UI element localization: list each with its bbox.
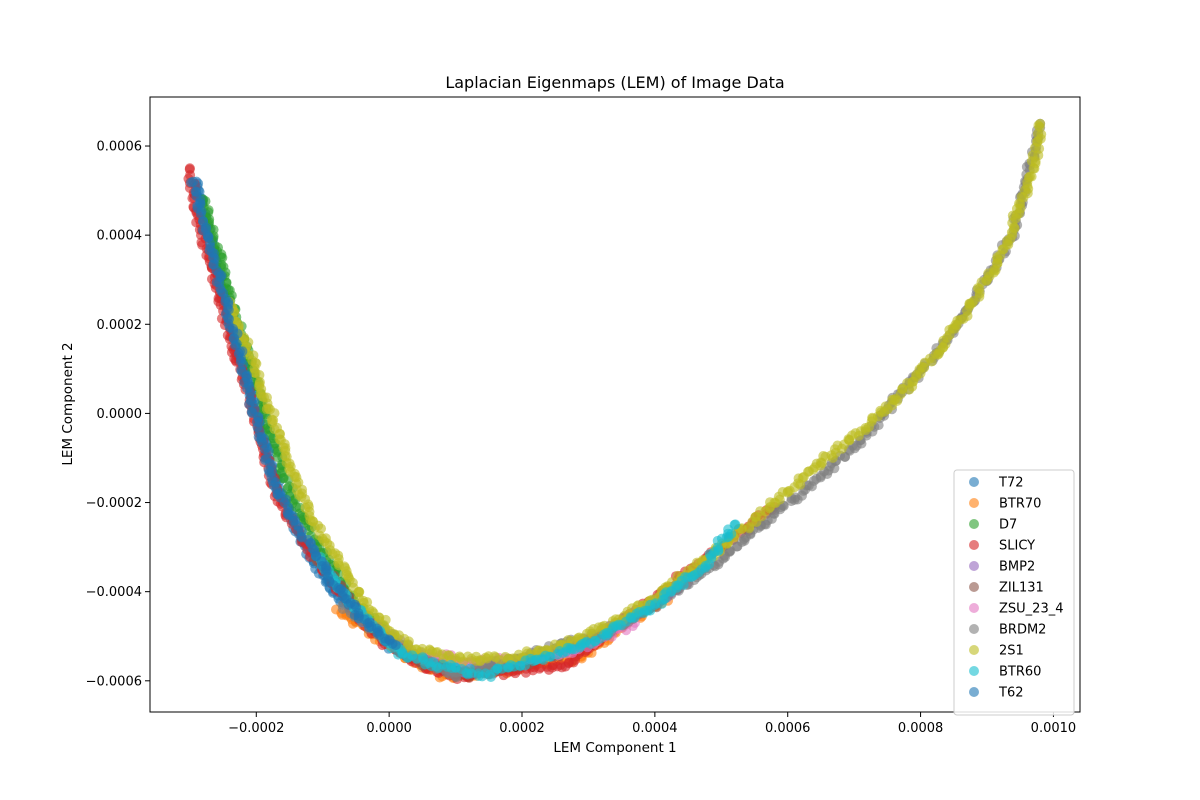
- legend-marker: [969, 477, 979, 487]
- legend-item: 2S1: [969, 644, 1024, 659]
- legend-item: T72: [969, 476, 1023, 491]
- legend-marker: [969, 687, 979, 697]
- legend-item: BRDM2: [969, 623, 1046, 638]
- data-point-t62: [249, 397, 260, 408]
- legend-label: 2S1: [999, 644, 1024, 659]
- series-btr60: [311, 519, 741, 682]
- legend-item: D7: [969, 518, 1017, 533]
- legend-marker: [969, 603, 979, 613]
- data-point-t62: [231, 338, 242, 349]
- x-tick-label: 0.0008: [898, 721, 944, 736]
- data-point-2s1: [1024, 171, 1035, 182]
- data-point-t62: [390, 640, 401, 651]
- legend-marker: [969, 666, 979, 676]
- legend-item: ZIL131: [969, 581, 1044, 596]
- legend-label: BMP2: [999, 560, 1035, 575]
- legend-item: BTR70: [969, 497, 1041, 512]
- x-tick-label: −0.0002: [228, 721, 284, 736]
- y-tick-label: −0.0006: [86, 674, 142, 689]
- y-axis-label: LEM Component 2: [60, 342, 76, 465]
- data-point-t62: [246, 406, 257, 417]
- legend-label: BTR70: [999, 497, 1041, 512]
- data-point-btr60: [678, 579, 689, 590]
- series-t62: [186, 176, 401, 651]
- legend-item: T62: [969, 686, 1023, 701]
- y-tick-label: 0.0002: [97, 318, 143, 333]
- y-tick-label: 0.0006: [97, 140, 143, 155]
- x-tick-label: 0.0010: [1031, 721, 1077, 736]
- legend-label: T62: [998, 686, 1023, 701]
- legend-label: ZIL131: [999, 581, 1044, 596]
- legend-label: ZSU_23_4: [999, 602, 1064, 617]
- data-point-2s1: [417, 643, 428, 654]
- legend-item: SLICY: [969, 539, 1035, 554]
- y-tick-label: 0.0004: [97, 229, 143, 244]
- legend-label: BTR60: [999, 665, 1041, 680]
- legend-marker: [969, 498, 979, 508]
- legend-marker: [969, 540, 979, 550]
- legend-label: SLICY: [999, 539, 1035, 554]
- legend-marker: [969, 519, 979, 529]
- legend-label: T72: [998, 476, 1023, 491]
- y-axis: −0.0006 −0.0004 −0.0002 0.0000 0.0002 0.0004 0…: [86, 140, 150, 689]
- legend: T72 BTR70 D7 SLICY BMP2 ZIL131 ZSU_23_4 BRDM2 2S…: [953, 469, 1075, 716]
- legend-item: ZSU_23_4: [969, 602, 1064, 617]
- legend-marker: [969, 582, 979, 592]
- chart-title: Laplacian Eigenmaps (LEM) of Image Data: [445, 73, 784, 92]
- x-axis-label: LEM Component 1: [553, 740, 676, 756]
- y-tick-label: −0.0004: [86, 585, 142, 600]
- x-axis: −0.0002 0.0000 0.0002 0.0004 0.0006 0.0008 0.0…: [228, 712, 1076, 736]
- data-point-2s1: [254, 370, 265, 381]
- legend-item: BMP2: [969, 560, 1035, 575]
- x-tick-label: 0.0002: [499, 721, 545, 736]
- x-tick-label: 0.0004: [632, 721, 678, 736]
- data-point-2s1: [1036, 129, 1047, 140]
- legend-marker: [969, 645, 979, 655]
- data-point-btr60: [729, 519, 740, 530]
- y-tick-label: −0.0002: [86, 496, 142, 511]
- x-tick-label: 0.0000: [366, 721, 412, 736]
- scatter-points: [183, 118, 1047, 685]
- plot-area-frame: [149, 96, 1081, 713]
- series-2s1: [224, 118, 1047, 667]
- x-tick-label: 0.0006: [765, 721, 811, 736]
- data-point-2s1: [1035, 118, 1046, 129]
- legend-frame: [953, 469, 1075, 716]
- legend-label: BRDM2: [999, 623, 1046, 638]
- data-point-2s1: [367, 606, 378, 617]
- y-tick-label: 0.0000: [97, 407, 143, 422]
- legend-item: BTR60: [969, 665, 1041, 680]
- legend-label: D7: [999, 518, 1017, 533]
- legend-marker: [969, 561, 979, 571]
- legend-marker: [969, 624, 979, 634]
